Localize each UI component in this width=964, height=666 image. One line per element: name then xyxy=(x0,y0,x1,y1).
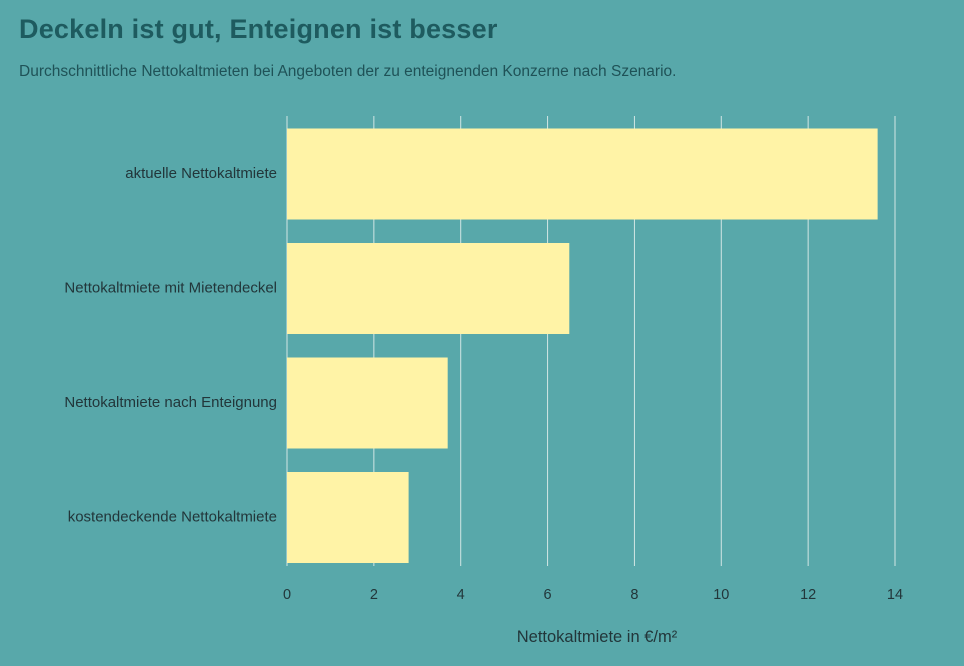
bar xyxy=(287,128,878,220)
x-tick-label: 8 xyxy=(630,587,638,603)
x-axis-title: Nettokaltmiete in €/m² xyxy=(517,628,678,646)
bar xyxy=(287,357,448,449)
category-label: aktuelle Nettokaltmiete xyxy=(125,165,277,182)
x-tick-label: 14 xyxy=(887,587,903,603)
chart-subtitle: Durchschnittliche Nettokaltmieten bei An… xyxy=(19,63,677,80)
x-tick-label: 0 xyxy=(283,587,291,603)
category-label: kostendeckende Nettokaltmiete xyxy=(68,508,277,525)
x-tick-label: 2 xyxy=(370,587,378,603)
x-tick-label: 12 xyxy=(800,587,816,603)
category-label: Nettokaltmiete nach Enteignung xyxy=(64,394,277,411)
bar xyxy=(287,472,409,563)
category-label: Nettokaltmiete mit Mietendeckel xyxy=(64,279,277,296)
x-tick-label: 4 xyxy=(457,587,465,603)
chart-title: Deckeln ist gut, Enteignen ist besser xyxy=(19,14,498,44)
bar xyxy=(287,243,570,334)
x-tick-label: 10 xyxy=(713,587,729,603)
x-tick-label: 6 xyxy=(544,587,552,603)
